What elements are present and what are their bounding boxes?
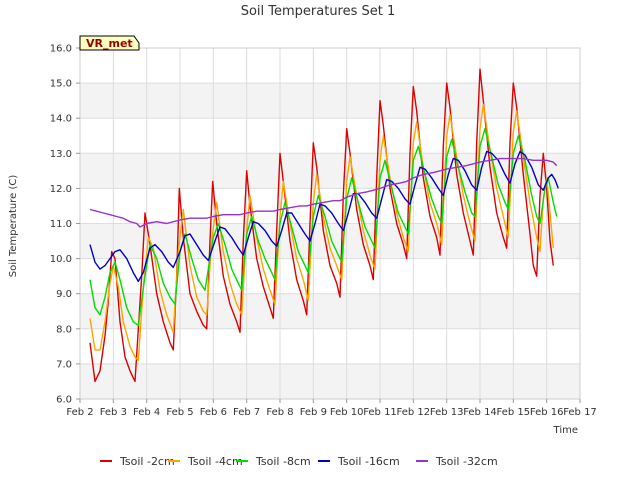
x-tick-label: Feb 13 bbox=[430, 407, 464, 418]
y-tick-label: 14.0 bbox=[50, 114, 72, 125]
station-badge: VR_met bbox=[79, 35, 140, 51]
series-line bbox=[89, 127, 558, 326]
x-tick-label: Feb 10 bbox=[330, 407, 364, 418]
y-tick-label: 10.0 bbox=[50, 254, 72, 265]
x-tick-label: Feb 3 bbox=[100, 407, 127, 418]
y-tick-label: 15.0 bbox=[50, 79, 72, 90]
x-tick-label: Feb 17 bbox=[563, 407, 597, 418]
x-tick-label: Feb 6 bbox=[200, 407, 227, 418]
x-tick-label: Feb 2 bbox=[66, 407, 93, 418]
series-line bbox=[89, 150, 559, 283]
x-tick-label: Feb 16 bbox=[530, 407, 564, 418]
x-tick-label: Feb 12 bbox=[397, 407, 431, 418]
plot-band bbox=[80, 83, 580, 119]
station-badge-box bbox=[79, 35, 140, 51]
series-line bbox=[89, 68, 554, 383]
y-tick-label: 7.0 bbox=[56, 359, 72, 370]
y-tick-label: 16.0 bbox=[50, 44, 72, 55]
x-tick-label: Feb 4 bbox=[133, 407, 160, 418]
series-line bbox=[89, 157, 558, 228]
x-tick-label: Feb 8 bbox=[266, 407, 293, 418]
y-axis-ticks: 6.0 7.0 8.0 9.0 10.0 11.0 12.0 13.0 14.0 15.0 16.0 bbox=[50, 44, 80, 406]
y-tick-label: 13.0 bbox=[50, 149, 72, 160]
x-tick-label: Feb 5 bbox=[166, 407, 193, 418]
y-tick-label: 8.0 bbox=[56, 324, 72, 335]
legend-label: Tsoil -16cm bbox=[337, 455, 400, 468]
plot-band bbox=[80, 223, 580, 259]
plot-band bbox=[80, 48, 580, 84]
series-layer bbox=[89, 68, 559, 383]
x-tick-label: Feb 9 bbox=[300, 407, 327, 418]
x-axis-label: Time bbox=[553, 425, 578, 436]
plot-band bbox=[80, 328, 580, 364]
x-tick-label: Feb 15 bbox=[497, 407, 531, 418]
x-tick-label: Feb 7 bbox=[233, 407, 260, 418]
legend-label: Tsoil -2cm bbox=[119, 455, 175, 468]
plot-band bbox=[80, 363, 580, 399]
series-line bbox=[89, 103, 554, 362]
plot-band bbox=[80, 293, 580, 329]
plot-band bbox=[80, 118, 580, 154]
y-tick-label: 6.0 bbox=[56, 395, 72, 406]
legend-label: Tsoil -4cm bbox=[187, 455, 243, 468]
x-tick-label: Feb 14 bbox=[463, 407, 497, 418]
y-tick-label: 9.0 bbox=[56, 289, 72, 300]
legend-label: Tsoil -32cm bbox=[435, 455, 498, 468]
y-tick-label: 11.0 bbox=[50, 219, 72, 230]
x-tick-label: Feb 11 bbox=[363, 407, 397, 418]
legend-label: Tsoil -8cm bbox=[255, 455, 311, 468]
plot-bands bbox=[80, 48, 580, 399]
station-badge-label: VR_met bbox=[86, 37, 133, 50]
x-axis-ticks: Feb 2 Feb 3 Feb 4 Feb 5 Feb 6 Feb 7 Feb 8 Feb 9… bbox=[66, 399, 597, 418]
y-tick-label: 12.0 bbox=[50, 184, 72, 195]
y-axis-label: Soil Temperature (C) bbox=[8, 175, 19, 278]
plot-band bbox=[80, 188, 580, 224]
chart-title: Soil Temperatures Set 1 bbox=[241, 4, 396, 19]
legend: Tsoil -2cm Tsoil -4cm Tsoil -8cm Tsoil -16c… bbox=[100, 455, 498, 468]
